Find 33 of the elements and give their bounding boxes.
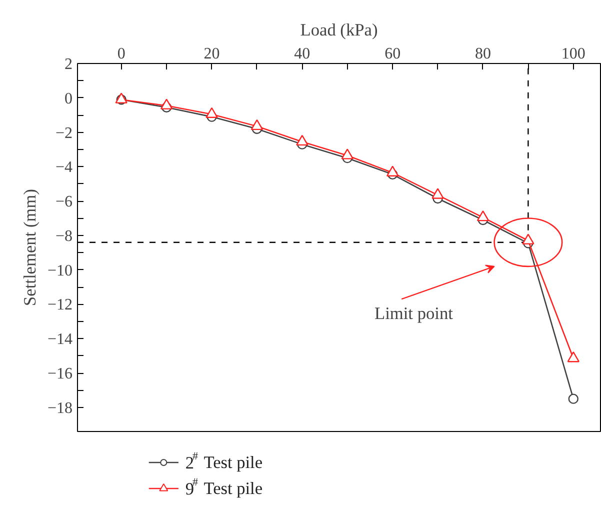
y-tick-label: 2 [64, 56, 72, 73]
point [476, 210, 490, 222]
y-tick-label: −14 [47, 331, 73, 348]
y-tick-label: −2 [55, 124, 73, 142]
y-tick-label: −6 [55, 194, 73, 211]
point [567, 351, 580, 362]
x-axis-title: Load (kPa) [300, 20, 378, 40]
point [160, 98, 173, 110]
point [568, 394, 578, 404]
legend-label: 2# Test pile [185, 450, 263, 472]
point [386, 166, 399, 176]
point [206, 107, 218, 118]
point [250, 119, 264, 130]
point [522, 234, 534, 244]
y-tick-label: −16 [47, 366, 73, 383]
y-tick-label: −8 [55, 228, 73, 245]
point [341, 148, 354, 160]
x-tick-label: 100 [561, 46, 586, 62]
legend-label: 9# Test pile [185, 476, 263, 498]
x-tick-label: 80 [474, 46, 491, 62]
annotation: Limit point [374, 304, 454, 324]
x-tick-label: 60 [384, 46, 401, 62]
y-tick-label: −12 [47, 296, 73, 314]
y-tick-label: 0 [64, 90, 72, 108]
y-tick-label: −4 [55, 159, 73, 176]
x-tick-label: 40 [294, 46, 310, 62]
point [432, 188, 444, 199]
x-tick-label: 0 [117, 46, 126, 62]
y-axis-title: Settlement (mm) [20, 188, 40, 306]
point [296, 134, 308, 146]
y-tick-label: −10 [47, 262, 73, 280]
x-tick-label: 20 [204, 46, 220, 62]
y-tick-label: −18 [47, 400, 73, 417]
